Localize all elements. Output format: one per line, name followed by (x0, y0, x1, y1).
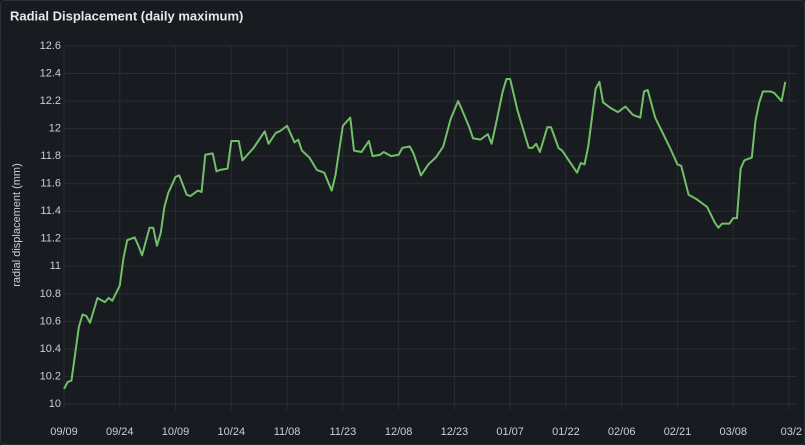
y-tick-label: 12.6 (40, 40, 61, 52)
y-tick-label: 11.2 (40, 233, 61, 245)
y-tick-label: 11 (50, 260, 61, 272)
x-tick-label: 02/06 (608, 426, 636, 438)
x-tick-label: 10/24 (218, 426, 246, 438)
y-tick-label: 11.4 (40, 205, 61, 217)
y-tick-label: 12.4 (40, 67, 61, 79)
x-tick-label: 01/07 (496, 426, 524, 438)
x-tick-label: 12/08 (385, 426, 413, 438)
y-tick-label: 10 (49, 398, 61, 410)
y-tick-label: 12.2 (40, 95, 61, 107)
x-tick-label: 03/08 (719, 426, 747, 438)
x-tick-label: 11/23 (329, 426, 356, 438)
x-tick-label: 09/09 (50, 426, 78, 438)
data-line (63, 78, 787, 390)
x-tick-label: 10/09 (162, 426, 190, 438)
x-tick-label: 09/24 (106, 426, 134, 438)
y-tick-label: 11.6 (40, 178, 61, 190)
x-tick-label: 11/08 (274, 426, 301, 438)
x-tick-label: 03/2 (781, 426, 802, 438)
x-tick-label: 12/23 (441, 426, 469, 438)
y-tick-label: 12 (49, 123, 61, 135)
y-tick-label: 10.6 (40, 315, 61, 327)
y-tick-label: 10.4 (40, 343, 61, 355)
y-tick-label: 10.8 (40, 288, 61, 300)
y-axis-label: radial displacement (mm) (11, 163, 23, 286)
x-tick-label: 01/22 (552, 426, 580, 438)
panel-title: Radial Displacement (daily maximum) (10, 8, 243, 23)
y-tick-label: 10.2 (40, 370, 61, 382)
y-tick-label: 11.8 (40, 150, 61, 162)
x-tick-label: 02/21 (664, 426, 692, 438)
